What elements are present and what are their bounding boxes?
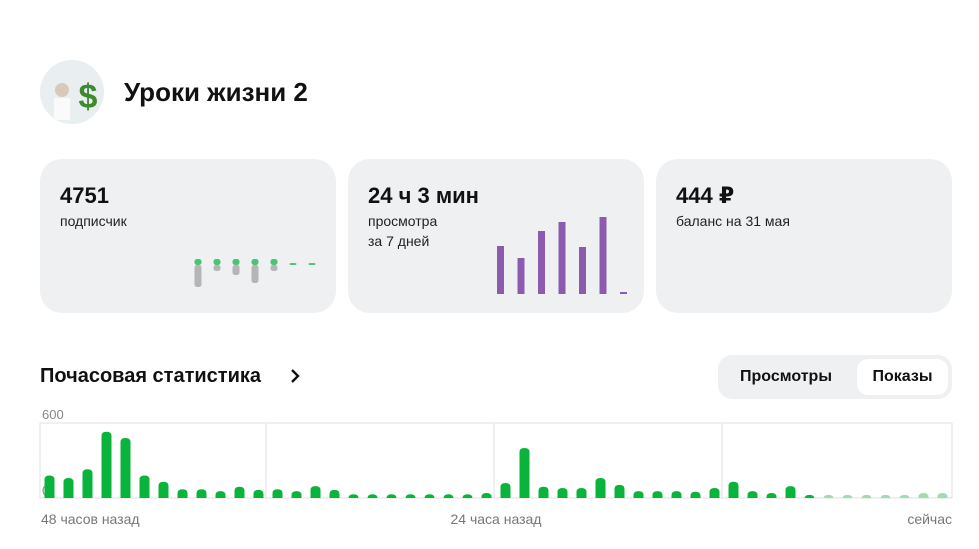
svg-text:$: $: [79, 78, 98, 116]
gain-bar: [289, 263, 297, 265]
bar: [272, 489, 283, 498]
views-card[interactable]: 24 ч 3 мин просмотра за 7 дней: [348, 159, 644, 313]
loss-bar: [213, 265, 221, 271]
bar: [599, 217, 607, 294]
bar: [234, 486, 245, 498]
bar: [804, 494, 815, 499]
bar: [500, 483, 511, 498]
bar: [310, 486, 321, 498]
bar: [652, 491, 663, 498]
bar: [101, 431, 112, 498]
gain-bar: [213, 259, 221, 265]
bar: [595, 478, 606, 498]
bar: [558, 222, 566, 294]
bar: [576, 488, 587, 498]
bar: [620, 292, 627, 294]
bar: [785, 486, 796, 498]
bar: [766, 493, 777, 498]
gain-bar: [308, 263, 316, 265]
bar: [519, 448, 530, 498]
x-axis-label: 48 часов назад: [41, 511, 140, 527]
bar: [728, 481, 739, 498]
bar: [443, 494, 454, 499]
bar: [177, 489, 188, 498]
loss-bar: [270, 265, 278, 271]
bar: [823, 494, 834, 499]
bar: [44, 475, 55, 498]
tab-active[interactable]: Показы: [857, 359, 948, 395]
bar: [158, 481, 169, 498]
chevron[interactable]: [288, 367, 302, 385]
mini-chart: [497, 217, 627, 294]
bar: [538, 231, 545, 294]
card-value: 444 ₽: [676, 183, 735, 208]
bar: [579, 247, 586, 294]
bar: [918, 493, 929, 498]
bar: [82, 469, 93, 498]
x-axis-label: сейчас: [907, 511, 952, 527]
bar: [557, 488, 568, 498]
bar: [253, 489, 264, 498]
bar: [386, 494, 397, 499]
loss-bar: [251, 265, 259, 283]
bar: [196, 489, 207, 498]
gain-bar: [270, 259, 278, 265]
bar: [709, 488, 720, 498]
bar: [63, 478, 74, 498]
bar: [671, 491, 682, 498]
bar: [633, 491, 644, 498]
bar: [842, 494, 853, 499]
bar: [497, 246, 504, 294]
bar: [348, 494, 359, 499]
tab[interactable]: Просмотры: [739, 368, 832, 385]
card-label: просмотра: [368, 213, 438, 229]
bar: [517, 258, 525, 294]
avatar[interactable]: $: [40, 60, 104, 124]
bar: [215, 491, 226, 498]
subscribers-card[interactable]: 4751 подписчик: [40, 159, 336, 313]
bar: [291, 491, 302, 498]
channel-title: Уроки жизни 2: [124, 77, 308, 107]
bar: [405, 494, 416, 499]
bar: [937, 493, 948, 498]
bar: [120, 438, 131, 498]
x-axis-label: 24 часа назад: [451, 511, 542, 527]
bar: [880, 494, 891, 499]
bar: [747, 491, 758, 498]
bar: [899, 494, 910, 499]
bar: [139, 475, 150, 498]
bar: [614, 484, 625, 498]
bar: [424, 494, 435, 499]
tab-switch: Просмотры Показы: [718, 355, 952, 399]
card-sublabel: за 7 дней: [368, 233, 430, 249]
balance-card[interactable]: 444 ₽ баланс на 31 мая: [656, 159, 952, 313]
plot-frame: [39, 422, 953, 499]
bar: [538, 486, 549, 498]
loss-bar: [232, 265, 240, 275]
card-value: 4751: [60, 183, 109, 208]
card-label: баланс на 31 мая: [676, 213, 790, 229]
card-label: подписчик: [60, 213, 127, 229]
gain-bar: [232, 259, 240, 265]
bar: [481, 493, 492, 498]
bar: [861, 494, 872, 499]
bar: [329, 489, 340, 498]
loss-bar: [194, 265, 202, 287]
gain-bar: [194, 259, 202, 265]
bar: [367, 494, 378, 499]
card-value: 24 ч 3 мин: [368, 183, 479, 208]
y-tick-label: 600: [42, 407, 64, 422]
section-title[interactable]: Почасовая статистика: [40, 365, 262, 387]
mini-chart: [194, 259, 316, 287]
bar: [690, 491, 701, 498]
bar: [462, 494, 473, 499]
gain-bar: [251, 259, 259, 265]
